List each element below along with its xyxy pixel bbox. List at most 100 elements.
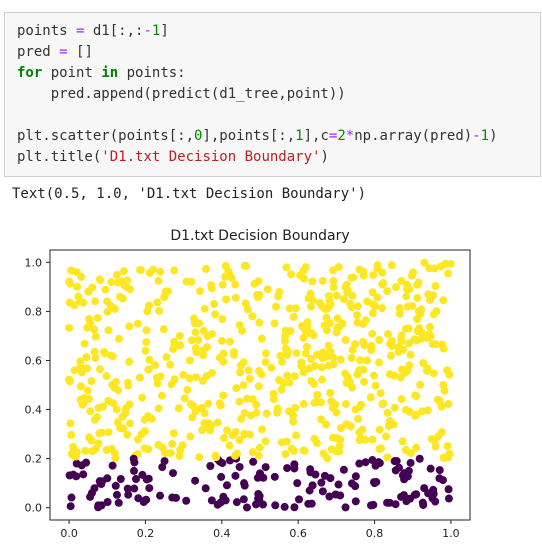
scatter-point [187,336,196,345]
scatter-point [443,442,452,451]
x-tick-label: 0.6 [289,527,307,540]
scatter-point [415,454,424,463]
scatter-point [382,432,390,441]
scatter-point [156,372,165,381]
scatter-point [145,355,154,364]
scatter-point [133,319,142,328]
scatter-point [317,478,326,487]
scatter-point [145,268,154,277]
code-editor[interactable]: points = d1[:,:-1] pred = [] for point in … [17,21,498,168]
code-line: plt.scatter(points[:,0],points[:,1],c=2*… [17,128,498,144]
scatter-point [198,426,207,435]
scatter-point [221,272,230,281]
scatter-point [95,365,104,374]
scatter-point [406,350,415,359]
scatter-point [180,394,189,403]
scatter-point [431,442,440,451]
scatter-point [88,283,97,292]
scatter-point [101,285,110,294]
scatter-point [219,357,228,366]
scatter-point [138,393,147,402]
scatter-point [231,293,240,302]
scatter-point [208,368,217,377]
scatter-point [79,298,88,307]
scatter-point [250,279,259,288]
scatter-point [240,479,249,488]
scatter-point [191,328,200,337]
scatter-point [124,490,133,499]
scatter-point [217,336,226,345]
scatter-point [405,285,414,294]
scatter-point [97,480,106,489]
scatter-point [113,278,122,287]
scatter-point [168,439,177,448]
scatter-point [397,337,406,346]
scatter-point [283,371,292,380]
scatter-point [116,474,125,483]
scatter-point [405,407,414,416]
scatter-point [99,402,108,411]
scatter-point [157,391,166,400]
scatter-point [195,319,204,328]
code-cell[interactable]: points = d1[:,:-1] pred = [] for point in … [4,12,541,177]
scatter-point [329,266,338,275]
scatter-point [283,464,292,473]
scatter-point [310,398,319,407]
scatter-point [144,365,153,374]
scatter-point [307,499,316,508]
scatter-point [248,448,257,457]
scatter-point [433,395,442,404]
scatter-point [108,461,117,470]
scatter-point [140,427,149,436]
scatter-point [191,344,200,353]
axes-frame [49,249,471,521]
scatter-point [402,292,411,301]
scatter-point [290,503,299,512]
code-line: points = d1[:,:-1] [17,23,169,39]
scatter-point [341,399,350,408]
scatter-point [191,476,200,485]
scatter-point [83,386,92,395]
scatter-point [261,349,270,358]
scatter-point [294,495,303,504]
scatter-point [67,493,76,502]
scatter-point [348,291,357,300]
scatter-point [147,414,156,423]
scatter-point [232,498,241,507]
scatter-point [371,302,380,311]
scatter-point [210,300,219,308]
scatter-point [205,423,214,432]
scatter-point [299,266,308,275]
scatter-point [219,492,228,501]
scatter-point [367,501,376,510]
scatter-point [155,306,164,315]
scatter-point [345,377,354,386]
scatter-point [267,363,276,372]
scatter-point [373,293,382,302]
scatter-point [341,336,350,345]
scatter-point [359,365,368,374]
scatter-point [235,397,244,406]
scatter-point [290,372,299,381]
scatter-point [386,351,395,360]
scatter-point [300,366,309,375]
scatter-point [283,348,292,357]
scatter-point [334,480,343,489]
scatter-point [231,451,240,460]
scatter-point [351,472,360,481]
scatter-point [66,502,75,511]
scatter-point [154,440,163,449]
scatter-point [153,379,162,388]
axes-layer: 0.0 0.2 0.4 0.6 0.8 1.0 0.0 0.2 0.4 0.6 0.8 1.0 [25,249,471,540]
scatter-point [342,280,351,289]
scatter-point [90,415,99,424]
scatter-point [142,495,151,504]
scatter-point [140,444,149,453]
scatter-point [254,489,263,498]
x-tick-label: 0.2 [137,527,155,540]
scatter-point [310,434,319,443]
scatter-point [91,353,100,362]
scatter-point [420,258,429,267]
scatter-point [70,366,79,375]
scatter-point [351,340,360,349]
